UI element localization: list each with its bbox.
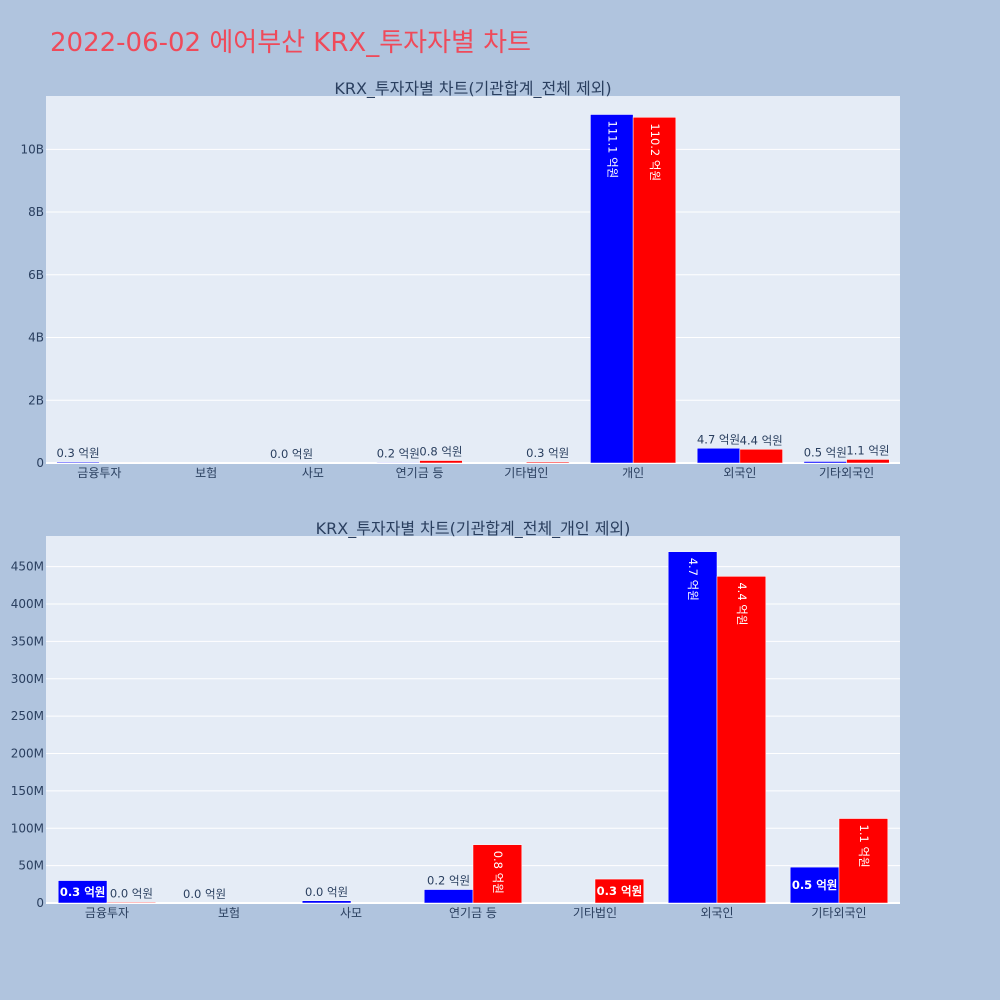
x-tick-label: 연기금 등 (396, 466, 444, 480)
y-tick-label: 100M (11, 821, 44, 835)
bar (789, 866, 840, 904)
data-label: 0.5 억원 (804, 445, 847, 459)
data-label: 1.1 억원 (857, 825, 871, 868)
data-label: 0.8 억원 (419, 445, 462, 459)
x-tick-label: 사모 (340, 906, 362, 920)
x-tick-label: 금융투자 (77, 466, 121, 480)
data-label: 4.7 억원 (686, 558, 700, 601)
bar (376, 462, 420, 464)
bar (838, 818, 889, 904)
data-label: 0.0 억원 (183, 887, 226, 901)
y-tick-label: 50M (18, 859, 44, 873)
y-tick-label: 0 (36, 896, 44, 910)
bar (632, 117, 677, 464)
data-label: 0.2 억원 (427, 874, 470, 888)
plot-area (46, 96, 900, 463)
x-tick-label: 외국인 (700, 906, 733, 920)
bar (301, 900, 352, 904)
y-tick-label: 400M (11, 597, 44, 611)
y-tick-label: 250M (11, 709, 44, 723)
bar (419, 460, 463, 464)
data-label: 0.3 억원 (526, 446, 569, 460)
chart-1: 0 2B 4B 6B 8B 10B KRX_투자자별 차트(기관합계_전체 제외) 금융투자 보… (20, 79, 900, 480)
chart-2: 0 50M 100M 150M 200M 250M 300M 350M 400M 450M KRX_… (11, 519, 900, 920)
x-tick-label: 기타법인 (504, 466, 548, 480)
data-label: 1.1 억원 (846, 443, 889, 457)
chart-title: KRX_투자자별 차트(기관합계_전체_개인 제외) (316, 519, 631, 539)
page-title: 2022-06-02 에어부산 KRX_투자자별 차트 (50, 28, 532, 58)
y-tick-label: 150M (11, 784, 44, 798)
data-label: 0.2 억원 (377, 446, 420, 460)
data-label: 0.0 억원 (270, 447, 313, 461)
data-label: 0.3 억원 (56, 446, 99, 460)
x-tick-label: 보험 (218, 906, 240, 920)
x-tick-label: 기타법인 (573, 906, 617, 920)
data-label: 0.3 억원 (597, 884, 643, 898)
y-tick-label: 450M (11, 560, 44, 574)
y-tick-label: 6B (28, 268, 44, 282)
bar (526, 461, 570, 464)
data-label: 0.0 억원 (110, 886, 153, 900)
data-label: 0.0 억원 (305, 885, 348, 899)
chart-title: KRX_투자자별 차트(기관합계_전체 제외) (334, 79, 611, 99)
y-tick-label: 0 (36, 456, 44, 470)
bar (423, 889, 474, 904)
x-tick-label: 외국인 (723, 466, 756, 480)
data-label: 4.7 억원 (697, 432, 740, 446)
data-label: 111.1 억원 (605, 121, 619, 179)
bar (696, 448, 741, 464)
bar (106, 902, 157, 904)
bar (846, 459, 890, 464)
x-tick-label: 금융투자 (85, 906, 129, 920)
x-tick-label: 연기금 등 (449, 906, 497, 920)
bar (56, 461, 100, 464)
bar (57, 880, 108, 904)
y-tick-label: 200M (11, 747, 44, 761)
x-tick-label: 기타외국인 (811, 906, 866, 920)
y-tick-label: 8B (28, 205, 44, 219)
x-tick-label: 기타외국인 (819, 466, 874, 480)
bar (803, 461, 847, 464)
x-tick-label: 보험 (195, 466, 217, 480)
data-label: 4.4 억원 (735, 582, 749, 625)
bar (594, 878, 645, 904)
x-tick-label: 개인 (622, 466, 644, 480)
y-tick-label: 2B (28, 393, 44, 407)
data-label: 4.4 억원 (740, 433, 783, 447)
bar (667, 551, 718, 904)
y-tick-label: 4B (28, 331, 44, 345)
bar (716, 576, 767, 904)
data-label: 0.8 억원 (491, 851, 505, 894)
y-tick-label: 350M (11, 634, 44, 648)
y-tick-label: 10B (20, 142, 44, 156)
bar (739, 449, 783, 464)
data-label: 0.3 억원 (60, 885, 106, 899)
data-label: 0.5 억원 (792, 878, 838, 892)
y-tick-label: 300M (11, 672, 44, 686)
data-label: 110.2 억원 (648, 123, 662, 181)
x-tick-label: 사모 (302, 466, 324, 480)
bar (472, 844, 523, 904)
